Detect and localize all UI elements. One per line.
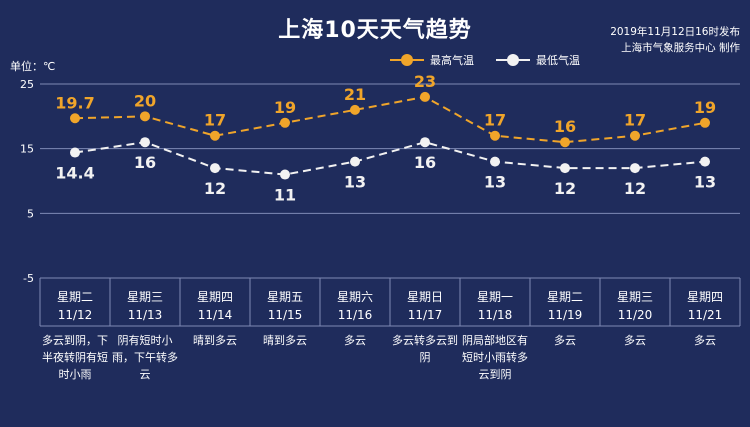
- weather-description: 阴有短时小雨，下午转多云: [112, 334, 178, 381]
- weekday-label: 星期六: [336, 290, 373, 304]
- weather-description: 多云: [554, 334, 576, 347]
- data-label: 19: [274, 98, 296, 117]
- publish-time: 2019年11月12日16时发布: [610, 26, 740, 38]
- weather-description: 晴到多云: [263, 334, 307, 347]
- data-label: 16: [554, 117, 576, 136]
- date-label: 11/14: [197, 308, 233, 322]
- weather-description: 多云: [624, 334, 646, 347]
- date-label: 11/15: [267, 308, 303, 322]
- data-label: 17: [204, 111, 226, 130]
- weather-description: 多云到阴，下半夜转阴有短时小雨: [42, 334, 108, 381]
- weekday-label: 星期二: [56, 290, 93, 304]
- data-label: 21: [344, 85, 366, 104]
- date-label: 11/17: [407, 308, 443, 322]
- data-label: 17: [484, 111, 506, 130]
- data-point: [70, 113, 80, 124]
- y-tick-label: 25: [20, 78, 34, 91]
- legend-high-marker-icon: [390, 54, 424, 66]
- weekday-label: 星期三: [616, 290, 653, 304]
- weather-description: 多云转多云到阴: [392, 334, 458, 364]
- legend-item-low: 最低气温: [496, 52, 580, 68]
- date-label: 11/18: [477, 308, 513, 322]
- weather-description: 晴到多云: [193, 334, 237, 347]
- weekday-label: 星期日: [406, 290, 443, 304]
- series-line-low: [74, 141, 706, 176]
- date-label: 11/20: [617, 308, 653, 322]
- data-point: [420, 91, 430, 102]
- data-label: 16: [134, 153, 156, 172]
- data-point: [350, 156, 360, 167]
- date-label: 11/12: [57, 308, 93, 322]
- unit-label: 单位：℃: [10, 60, 56, 73]
- data-point: [210, 163, 220, 174]
- legend-item-high: 最高气温: [390, 52, 474, 68]
- data-point: [560, 163, 570, 174]
- data-label: 14.4: [55, 164, 94, 183]
- data-point: [630, 163, 640, 174]
- day-header: 星期五 11/15: [250, 282, 320, 324]
- weekday-label: 星期四: [196, 290, 233, 304]
- data-point: [700, 117, 710, 128]
- data-label: 13: [694, 173, 716, 192]
- date-label: 11/21: [687, 308, 723, 322]
- legend-low-label: 最低气温: [536, 54, 580, 67]
- data-label: 23: [414, 72, 436, 91]
- data-point: [490, 130, 500, 141]
- day-header: 星期六 11/16: [320, 282, 390, 324]
- page-title: 上海10天天气趋势: [278, 18, 472, 43]
- data-label: 20: [134, 91, 156, 110]
- data-point: [350, 104, 360, 115]
- y-tick-label: 5: [27, 207, 34, 220]
- data-point: [70, 147, 80, 158]
- data-point: [490, 156, 500, 167]
- legend: 最高气温 最低气温: [390, 52, 602, 68]
- weather-description: 阴局部地区有短时小雨转多云到阴: [462, 334, 528, 381]
- date-label: 11/16: [337, 308, 373, 322]
- day-header: 星期二 11/12: [40, 282, 110, 324]
- data-label: 17: [624, 111, 646, 130]
- data-label: 13: [484, 173, 506, 192]
- data-point: [280, 169, 290, 180]
- data-point: [560, 137, 570, 148]
- data-label: 12: [204, 179, 226, 198]
- day-header: 星期一 11/18: [460, 282, 530, 324]
- data-point: [420, 137, 430, 148]
- series-line-high: [74, 95, 706, 144]
- data-label: 19: [694, 98, 716, 117]
- weekday-label: 星期一: [476, 290, 513, 304]
- data-point: [210, 130, 220, 141]
- date-label: 11/19: [547, 308, 583, 322]
- day-header: 星期二 11/19: [530, 282, 600, 324]
- weekday-label: 星期五: [266, 290, 303, 304]
- weather-description: 多云: [344, 334, 366, 347]
- day-header: 星期日 11/17: [390, 282, 460, 324]
- date-label: 11/13: [127, 308, 163, 322]
- data-label: 12: [554, 179, 576, 198]
- data-point: [280, 117, 290, 128]
- data-point: [140, 111, 150, 122]
- day-header: 星期四 11/14: [180, 282, 250, 324]
- data-point: [700, 156, 710, 167]
- data-label: 13: [344, 173, 366, 192]
- weather-description: 多云: [694, 334, 716, 347]
- day-header: 星期三 11/13: [110, 282, 180, 324]
- publisher: 上海市气象服务中心 制作: [621, 42, 740, 54]
- weekday-label: 星期三: [126, 290, 163, 304]
- data-point: [140, 137, 150, 148]
- data-label: 12: [624, 179, 646, 198]
- legend-high-label: 最高气温: [430, 54, 474, 67]
- day-header: 星期三 11/20: [600, 282, 670, 324]
- data-label: 11: [274, 186, 296, 205]
- data-label: 16: [414, 153, 436, 172]
- y-tick-label: -5: [23, 272, 34, 285]
- weekday-label: 星期二: [546, 290, 583, 304]
- data-label: 19.7: [55, 93, 94, 112]
- data-point: [630, 130, 640, 141]
- weekday-label: 星期四: [686, 290, 723, 304]
- day-header: 星期四 11/21: [670, 282, 740, 324]
- legend-low-marker-icon: [496, 54, 530, 66]
- y-tick-label: 15: [20, 143, 34, 156]
